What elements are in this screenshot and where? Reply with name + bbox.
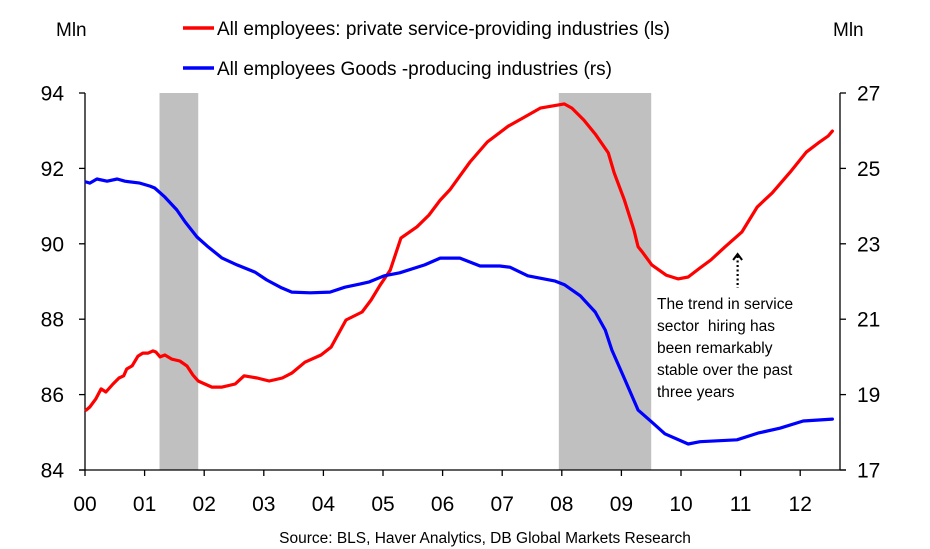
left-tick-label: 90 (41, 233, 64, 256)
axes (79, 93, 846, 471)
annotation-line: three years (657, 384, 735, 401)
right-unit-label: Mln (833, 20, 864, 41)
right-tick-label: 19 (857, 384, 880, 407)
right-tick-label: 17 (857, 460, 880, 483)
x-tick-label: 12 (789, 493, 812, 516)
recession-bands (159, 93, 652, 470)
x-tick-label: 02 (193, 493, 216, 516)
recession-band (159, 93, 199, 470)
left-tick-label: 92 (41, 158, 64, 181)
legend-label-goods: All employees Goods -producing industrie… (217, 59, 612, 80)
x-tick-label: 03 (252, 493, 275, 516)
source-note: Source: BLS, Haver Analytics, DB Global … (279, 530, 691, 547)
x-tick-label: 00 (73, 493, 96, 516)
right-tick-label: 21 (857, 309, 880, 332)
annotation-line: stable over the past (657, 362, 793, 379)
annotation-line: sector hiring has (657, 318, 775, 335)
annotation-line: The trend in service (657, 296, 793, 313)
tick-marks: 84 86 88 90 92 94 17 19 21 23 25 27 00 01 02 03 04 05 06 07… (41, 83, 881, 517)
left-tick-label: 84 (41, 460, 65, 483)
annotation: The trend in service sector hiring has b… (657, 252, 793, 401)
series-line-goods (84, 177, 835, 446)
series-lines (84, 102, 835, 446)
right-tick-label: 27 (857, 83, 880, 106)
left-unit-label: Mln (56, 20, 87, 41)
legend-label-service: All employees: private service-providing… (217, 19, 670, 40)
legend: All employees: private service-providing… (183, 19, 670, 80)
x-tick-label: 08 (550, 493, 573, 516)
x-tick-label: 04 (312, 493, 336, 516)
annotation-line: been remarkably (657, 340, 773, 357)
right-tick-label: 25 (857, 158, 880, 181)
annotation-arrow-head-icon (732, 252, 743, 261)
x-tick-label: 06 (431, 493, 454, 516)
left-tick-label: 94 (41, 83, 65, 106)
x-tick-label: 09 (610, 493, 633, 516)
x-tick-label: 10 (669, 493, 692, 516)
x-tick-label: 07 (491, 493, 514, 516)
series-line-service (84, 102, 835, 412)
x-tick-label: 11 (730, 493, 752, 516)
left-tick-label: 86 (41, 384, 64, 407)
x-tick-label: 05 (371, 493, 394, 516)
x-tick-label: 01 (133, 493, 156, 516)
right-tick-label: 23 (857, 233, 880, 256)
left-tick-label: 88 (41, 309, 64, 332)
